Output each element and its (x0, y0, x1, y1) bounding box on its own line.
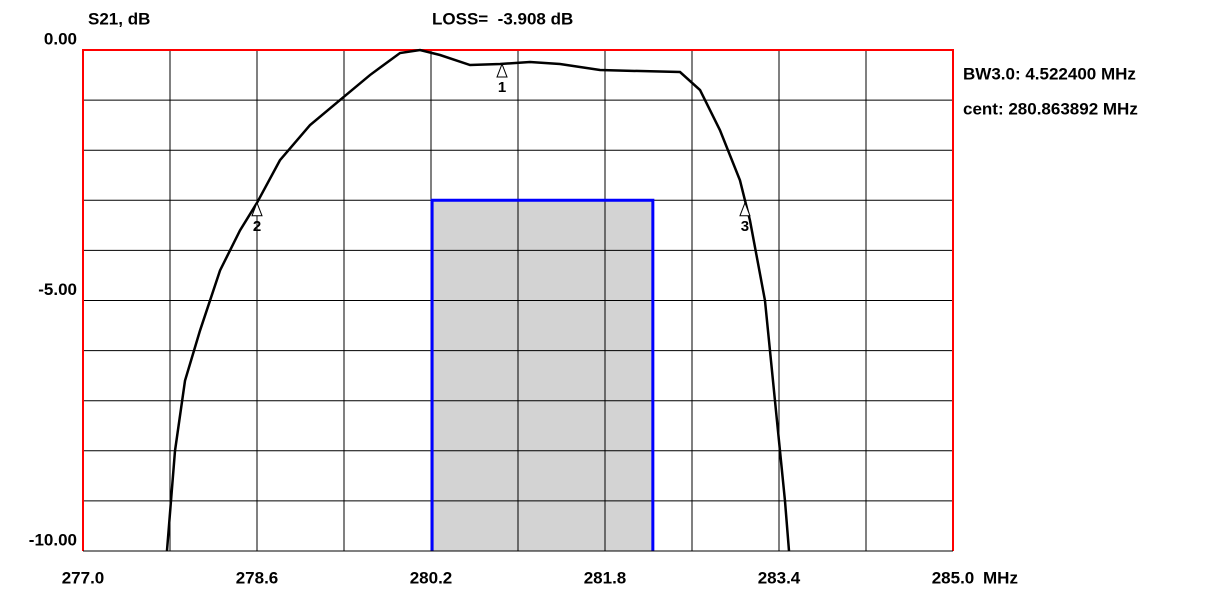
y-tick-label: -10.00 (29, 530, 77, 549)
x-axis-label: MHz (983, 568, 1018, 587)
chart-title: LOSS= -3.908 dB (432, 9, 573, 28)
marker (251, 201, 263, 217)
annotation: cent: 280.863892 MHz (963, 99, 1138, 118)
mask-outline (430, 198, 655, 551)
y-axis-label: S21, dB (88, 9, 150, 28)
marker-label: 3 (741, 218, 749, 235)
y-tick-label: -5.00 (38, 280, 77, 299)
y-tick-label: 0.00 (44, 29, 77, 48)
plot-frame (82, 49, 954, 551)
mask-box (432, 200, 653, 552)
x-tick-label: 277.0 (62, 568, 105, 587)
marker (739, 201, 751, 217)
x-tick-label: 281.8 (584, 568, 627, 587)
x-tick-label: 285.0 (932, 568, 975, 587)
annotation: BW3.0: 4.522400 MHz (963, 64, 1136, 83)
x-tick-label: 278.6 (236, 568, 279, 587)
x-tick-label: 283.4 (758, 568, 801, 587)
marker-label: 2 (253, 218, 261, 235)
trace (165, 48, 791, 552)
marker (496, 62, 508, 78)
marker-label: 1 (498, 79, 506, 96)
x-tick-label: 280.2 (410, 568, 453, 587)
